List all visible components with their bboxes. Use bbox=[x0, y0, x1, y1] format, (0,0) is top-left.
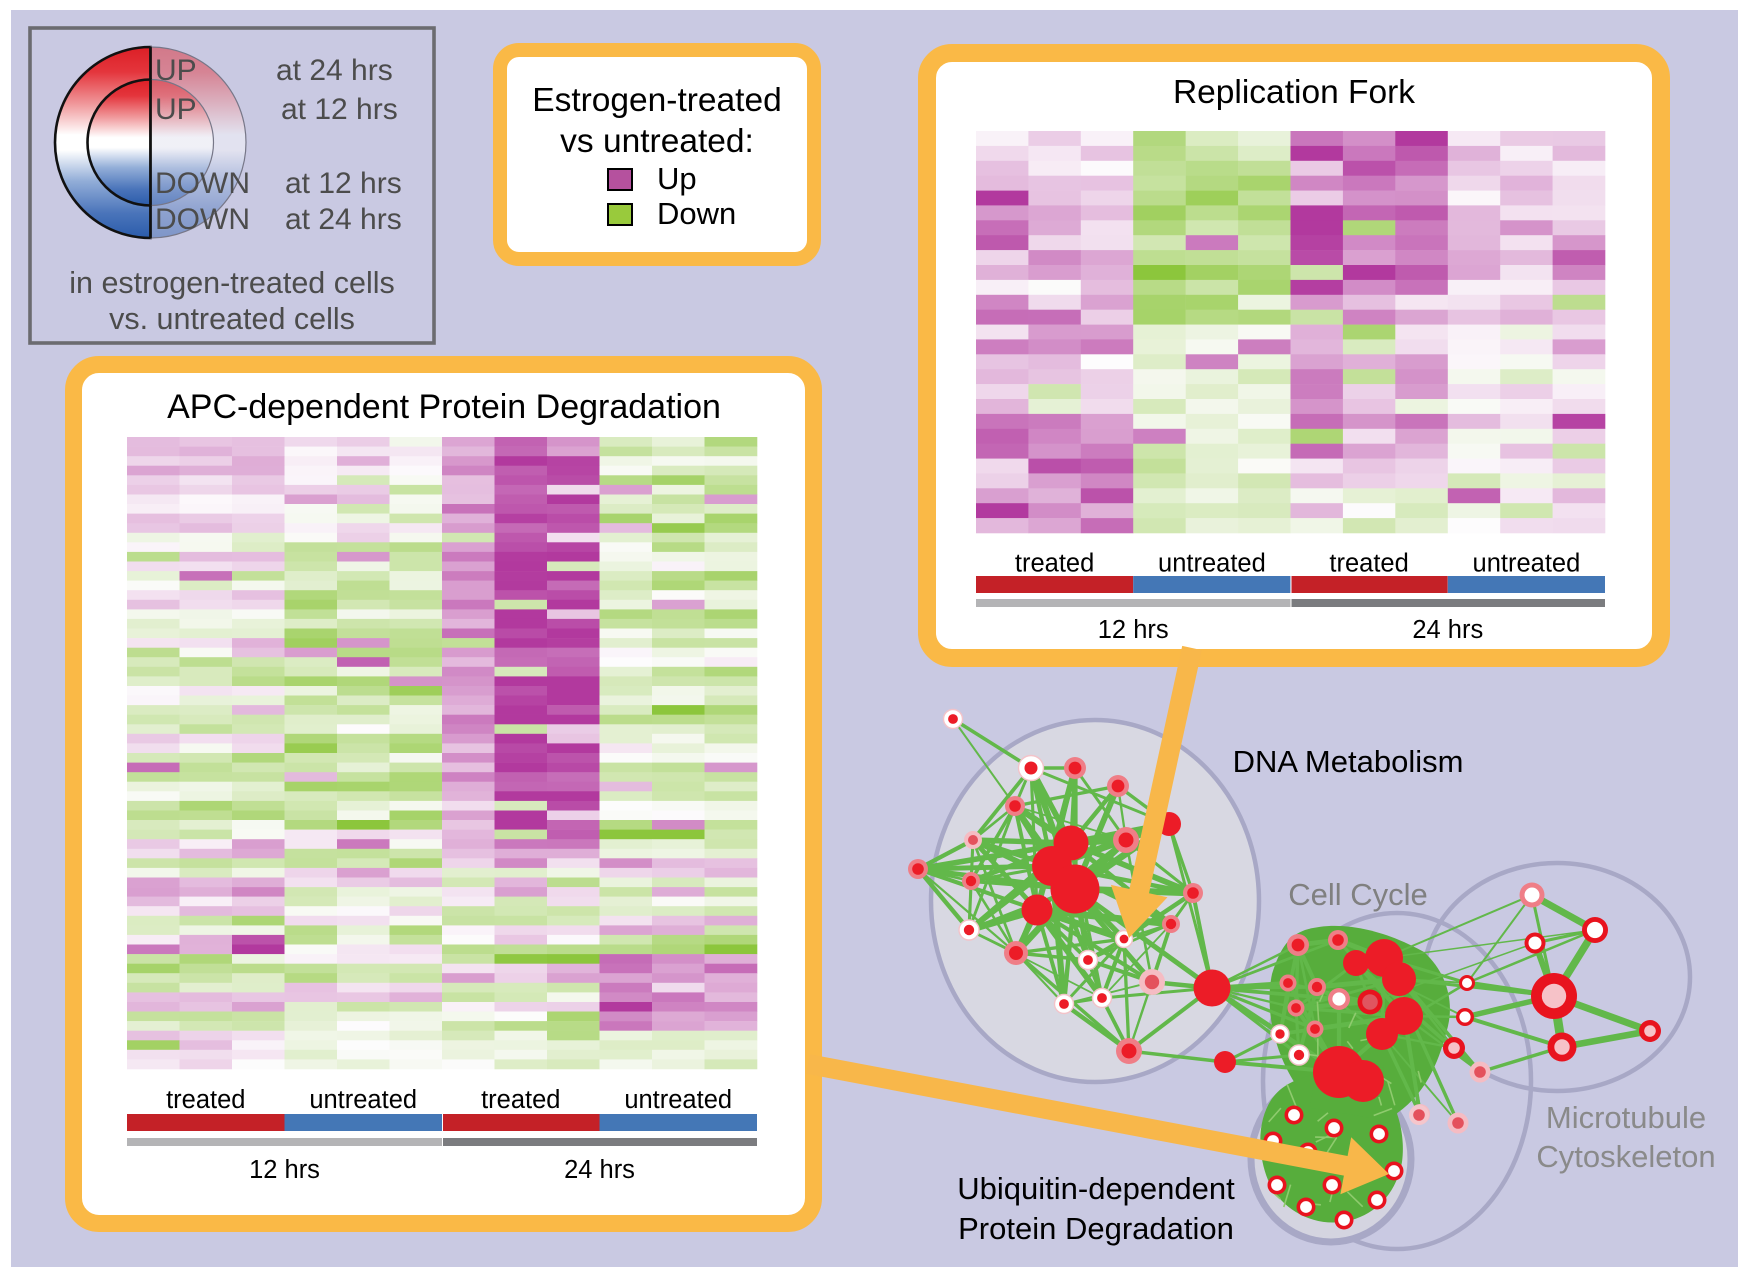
svg-text:Up: Up bbox=[657, 161, 697, 196]
svg-text:12 hrs: 12 hrs bbox=[1098, 616, 1169, 644]
svg-text:Down: Down bbox=[657, 196, 736, 231]
svg-text:untreated: untreated bbox=[1473, 550, 1581, 578]
svg-text:UP: UP bbox=[155, 54, 197, 87]
svg-text:treated: treated bbox=[1015, 550, 1094, 578]
svg-text:in estrogen-treated cells: in estrogen-treated cells bbox=[69, 266, 395, 300]
svg-text:vs untreated:: vs untreated: bbox=[560, 123, 754, 160]
svg-text:Replication Fork: Replication Fork bbox=[1173, 74, 1415, 111]
svg-text:DOWN: DOWN bbox=[155, 203, 250, 236]
svg-text:at 24 hrs: at 24 hrs bbox=[276, 54, 393, 87]
svg-text:Estrogen-treated: Estrogen-treated bbox=[532, 82, 782, 119]
svg-text:APC-dependent Protein Degradat: APC-dependent Protein Degradation bbox=[167, 388, 721, 426]
svg-text:UP: UP bbox=[155, 93, 197, 126]
svg-text:DNA Metabolism: DNA Metabolism bbox=[1233, 744, 1464, 779]
svg-text:Microtubule: Microtubule bbox=[1546, 1100, 1706, 1135]
svg-text:at 12 hrs: at 12 hrs bbox=[285, 167, 402, 200]
svg-text:vs. untreated cells: vs. untreated cells bbox=[109, 302, 355, 336]
svg-text:24 hrs: 24 hrs bbox=[1412, 616, 1483, 644]
svg-text:untreated: untreated bbox=[309, 1086, 417, 1114]
svg-text:at 12 hrs: at 12 hrs bbox=[281, 93, 398, 126]
svg-text:24 hrs: 24 hrs bbox=[564, 1156, 635, 1184]
svg-text:Cytoskeleton: Cytoskeleton bbox=[1536, 1139, 1715, 1174]
svg-text:DOWN: DOWN bbox=[155, 167, 250, 200]
svg-text:Ubiquitin-dependent: Ubiquitin-dependent bbox=[957, 1171, 1235, 1206]
svg-text:untreated: untreated bbox=[624, 1086, 732, 1114]
svg-text:untreated: untreated bbox=[1158, 550, 1266, 578]
svg-text:treated: treated bbox=[166, 1086, 245, 1114]
svg-text:Protein Degradation: Protein Degradation bbox=[958, 1211, 1234, 1246]
svg-text:Cell Cycle: Cell Cycle bbox=[1288, 877, 1428, 912]
svg-text:12 hrs: 12 hrs bbox=[249, 1156, 320, 1184]
svg-text:at 24 hrs: at 24 hrs bbox=[285, 203, 402, 236]
svg-text:treated: treated bbox=[1329, 550, 1408, 578]
svg-text:treated: treated bbox=[481, 1086, 560, 1114]
